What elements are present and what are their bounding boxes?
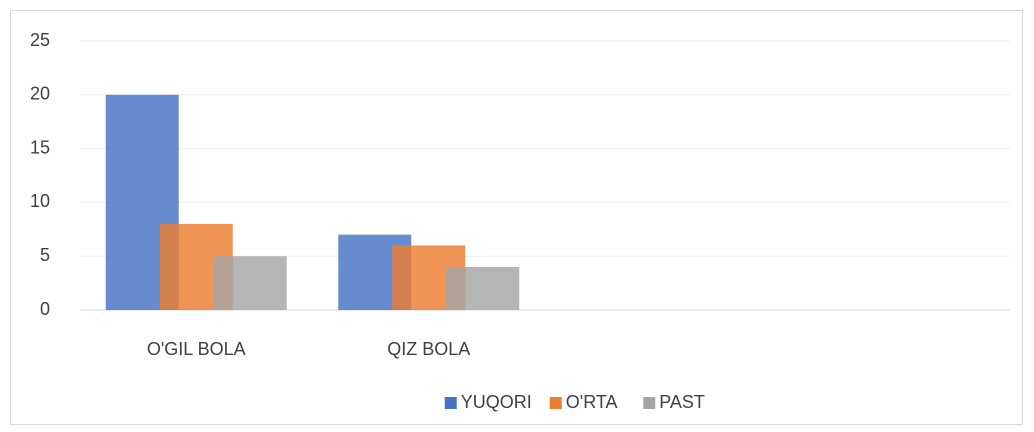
y-tick-label: 15 bbox=[30, 137, 50, 157]
bar bbox=[446, 266, 520, 310]
x-tick-label: O'GIL BOLA bbox=[147, 339, 246, 359]
y-tick-label: 5 bbox=[40, 245, 50, 265]
y-tick-label: 25 bbox=[30, 30, 50, 50]
y-tick-label: 20 bbox=[30, 84, 50, 104]
chart-frame bbox=[10, 10, 1023, 425]
x-tick-label: QIZ BOLA bbox=[387, 339, 470, 359]
legend-label: O'RTA bbox=[566, 392, 618, 412]
legend-swatch bbox=[444, 397, 457, 409]
legend-label: PAST bbox=[659, 392, 705, 412]
bar bbox=[213, 256, 287, 310]
legend-swatch bbox=[643, 397, 656, 409]
legend-swatch bbox=[549, 397, 562, 409]
y-tick-label: 10 bbox=[30, 191, 50, 211]
legend-label: YUQORI bbox=[461, 392, 532, 412]
y-tick-label: 0 bbox=[40, 299, 50, 319]
